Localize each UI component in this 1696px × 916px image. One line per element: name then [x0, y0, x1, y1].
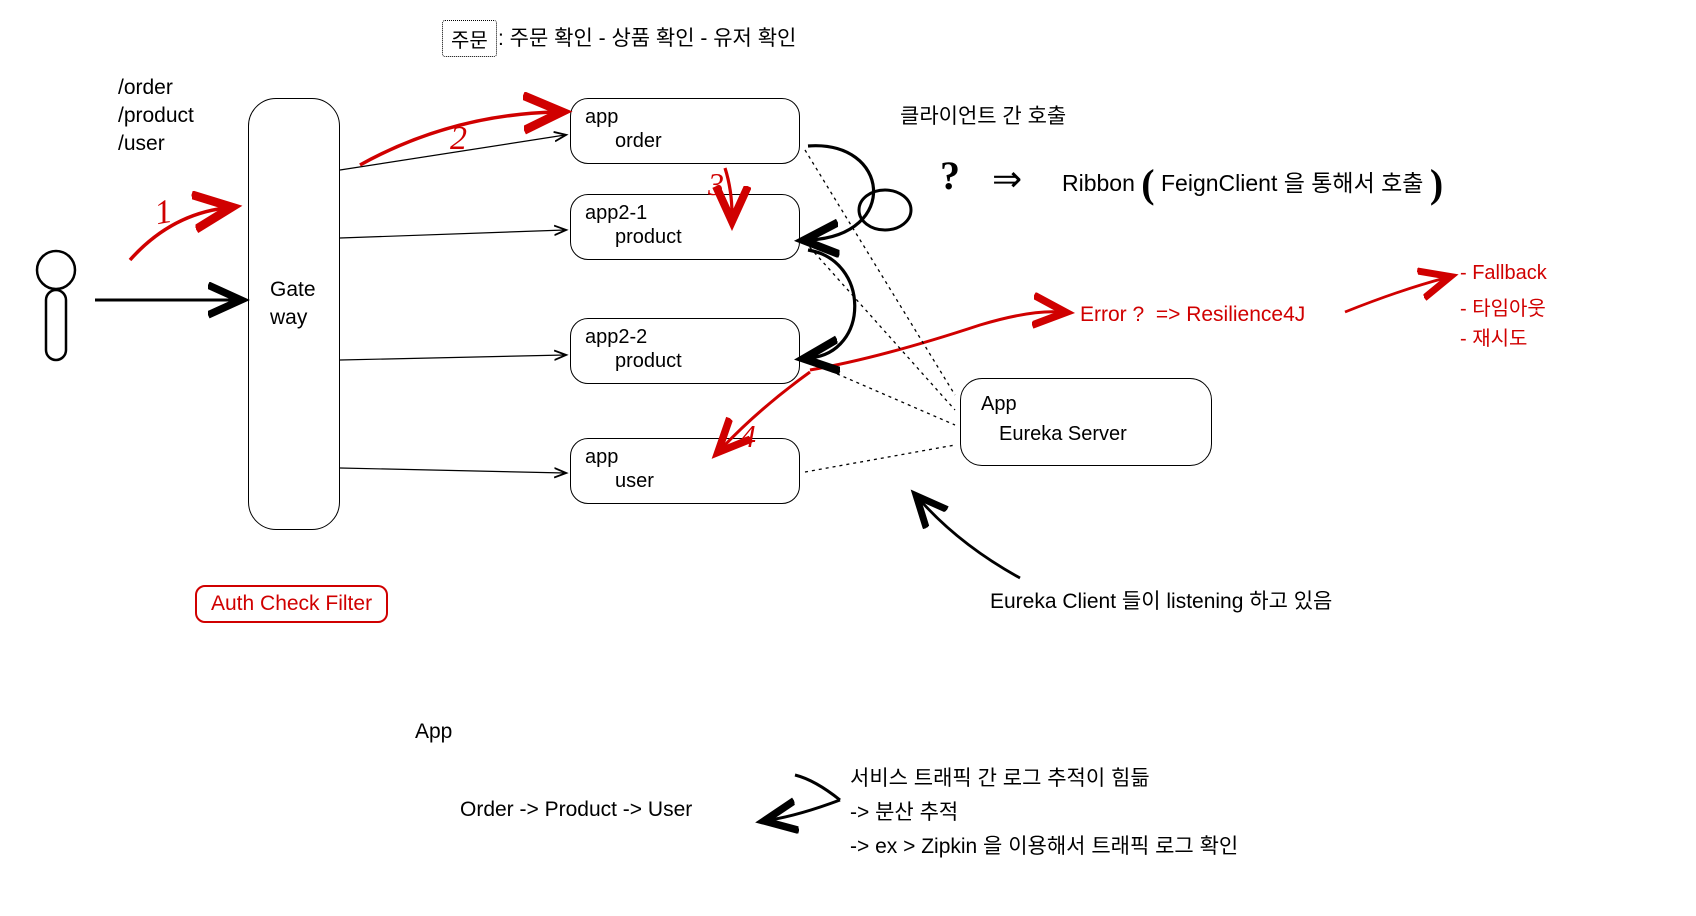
path-order: /order: [118, 76, 173, 100]
node-prod1-name: app2-1: [585, 201, 785, 225]
node-prod1: app2-1 product: [570, 194, 800, 260]
lparen-icon: (: [1141, 161, 1154, 206]
res-l3: - 재시도: [1460, 322, 1527, 351]
node-order: app order: [570, 98, 800, 164]
error-text: Error ? => Resilience4J: [1080, 303, 1305, 327]
res-l1: - Fallback: [1460, 262, 1547, 285]
bottom-chain: Order -> Product -> User: [460, 798, 692, 822]
auth-check-filter: Auth Check Filter: [195, 585, 388, 623]
step-4: 4: [740, 418, 756, 455]
node-order-label: order: [585, 129, 785, 153]
path-user: /user: [118, 132, 165, 156]
ribbon-label: Ribbon: [1062, 170, 1135, 196]
res-l2: - 타임아웃: [1460, 292, 1546, 321]
header-box: 주문: [442, 20, 497, 57]
eureka-l2: Eureka Server: [981, 419, 1191, 449]
node-prod1-label: product: [585, 225, 785, 249]
step-1: 1: [152, 193, 175, 233]
header-box-label: 주문: [451, 30, 488, 52]
auth-label: Auth Check Filter: [211, 592, 372, 615]
path-product: /product: [118, 104, 194, 128]
step-3: 3: [708, 166, 724, 203]
user-icon: [32, 248, 82, 374]
node-user: app user: [570, 438, 800, 504]
rparen-icon: ): [1430, 161, 1443, 206]
bottom-note1: 서비스 트래픽 간 로그 추적이 힘듦: [850, 762, 1150, 792]
step-2: 2: [450, 120, 467, 158]
bottom-app: App: [415, 720, 452, 744]
feign-text: FeignClient 을 통해서 호출: [1161, 170, 1423, 196]
gateway-l1: Gate: [270, 278, 316, 302]
eureka-client-text: Eureka Client 들이 listening 하고 있음: [990, 585, 1332, 615]
eureka-l1: App: [981, 389, 1191, 419]
gateway-l2: way: [270, 306, 307, 330]
node-prod2-name: app2-2: [585, 325, 785, 349]
node-prod2: app2-2 product: [570, 318, 800, 384]
bottom-note3: -> ex > Zipkin 을 이용해서 트래픽 로그 확인: [850, 830, 1238, 860]
client-call-title: 클라이언트 간 호출: [900, 100, 1066, 130]
ribbon-row: Ribbon ( FeignClient 을 통해서 호출 ): [1062, 160, 1443, 207]
implies-arrow-icon: ⇒: [992, 158, 1020, 200]
bottom-note2: -> 분산 추적: [850, 796, 958, 826]
node-user-label: user: [585, 469, 785, 493]
diagram-canvas: 주문 : 주문 확인 - 상품 확인 - 유저 확인 /order /produ…: [0, 0, 1696, 916]
node-prod2-label: product: [585, 349, 785, 373]
header-flow: : 주문 확인 - 상품 확인 - 유저 확인: [498, 22, 796, 52]
node-eureka: App Eureka Server: [960, 378, 1212, 466]
question-mark: ?: [940, 152, 960, 199]
node-order-name: app: [585, 105, 785, 129]
